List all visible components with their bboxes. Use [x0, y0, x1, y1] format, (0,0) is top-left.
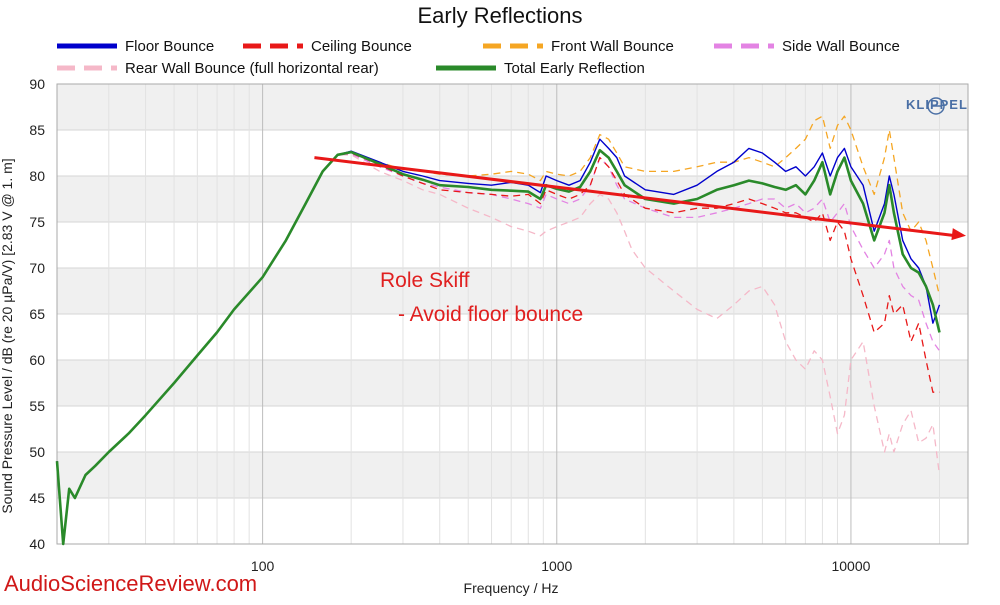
plot-frame [56, 83, 969, 545]
trend-arrow-layer [314, 156, 966, 241]
legend-label: Ceiling Bounce [311, 38, 412, 55]
trend-arrow-shaft [314, 156, 957, 238]
series-line-total-early-reflection [55, 148, 941, 546]
y-axis-label: Sound Pressure Level / dB (re 20 µPa/V) … [0, 158, 15, 513]
y-tick-label: 40 [29, 536, 45, 552]
y-tick-label: 75 [29, 214, 45, 230]
legend: Floor Bounce Ceiling Bounce Front Wall Bou… [57, 38, 900, 77]
y-tick-label: 85 [29, 122, 45, 138]
x-tick-label: 1000 [541, 558, 572, 574]
grid-band [57, 84, 968, 130]
y-tick-label: 60 [29, 352, 45, 368]
klippel-logo: KLIPPEL [906, 97, 968, 112]
series-line-side-wall-bounce [56, 153, 941, 545]
plot-grid [56, 83, 968, 545]
legend-label: Total Early Reflection [504, 60, 645, 77]
legend-label: Front Wall Bounce [551, 38, 674, 55]
y-tick-label: 70 [29, 260, 45, 276]
plot-bands [57, 84, 968, 498]
x-tick-label: 10000 [831, 558, 870, 574]
x-tick-label: 100 [251, 558, 275, 574]
series-line-ceiling-bounce [56, 152, 940, 545]
trend-arrow-head [951, 228, 966, 241]
y-tick-label: 90 [29, 76, 45, 92]
legend-label: Rear Wall Bounce (full horizontal rear) [125, 60, 379, 77]
annotation-line-1: Role Skiff [380, 269, 470, 292]
watermark: AudioScienceReview.com [4, 571, 257, 596]
legend-label: Floor Bounce [125, 38, 214, 55]
series-layer [55, 115, 941, 546]
grid-band [57, 268, 968, 314]
grid-band [57, 176, 968, 222]
tick-labels: 40 45 50 55 60 65 70 75 80 85 90 100 1000 10000 [29, 76, 870, 574]
grid-band [57, 452, 968, 498]
grid-band [57, 360, 968, 406]
chart-title: Early Reflections [417, 3, 582, 28]
y-tick-label: 50 [29, 444, 45, 460]
annotation-line-2: - Avoid floor bounce [398, 303, 583, 326]
y-tick-label: 80 [29, 168, 45, 184]
y-tick-label: 55 [29, 398, 45, 414]
series-line-front-wall-bounce [56, 115, 941, 545]
y-tick-label: 45 [29, 490, 45, 506]
y-tick-label: 65 [29, 306, 45, 322]
x-axis-label: Frequency / Hz [464, 580, 559, 596]
klippel-logo-mark [927, 97, 945, 115]
legend-label: Side Wall Bounce [782, 38, 900, 55]
